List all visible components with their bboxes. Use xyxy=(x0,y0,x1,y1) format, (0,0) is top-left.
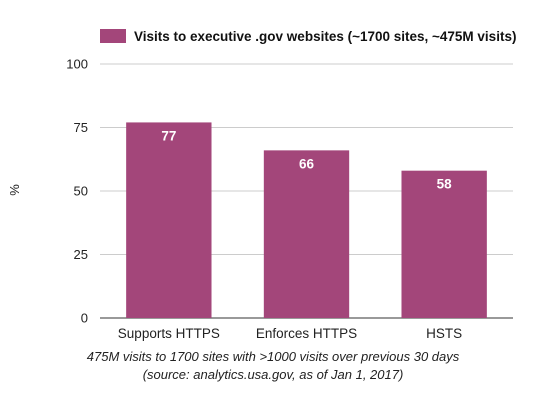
legend-swatch xyxy=(100,29,126,43)
data-label: 58 xyxy=(437,177,453,192)
bar xyxy=(401,170,487,318)
y-tick-label: 100 xyxy=(66,57,88,72)
caption-line-1: 475M visits to 1700 sites with >1000 vis… xyxy=(86,349,460,364)
y-tick-label: 0 xyxy=(81,311,88,326)
x-tick-label: HSTS xyxy=(426,326,462,341)
y-axis-label: % xyxy=(7,184,22,196)
chart-legend: Visits to executive .gov websites (~1700… xyxy=(100,27,516,45)
legend-label: Visits to executive .gov websites (~1700… xyxy=(134,28,517,44)
x-tick-label: Supports HTTPS xyxy=(118,326,220,341)
y-tick-label: 25 xyxy=(74,247,88,262)
x-axis-ticks: Supports HTTPS Enforces HTTPS HSTS xyxy=(118,326,462,341)
caption-line-2: (source: analytics.usa.gov, as of Jan 1,… xyxy=(142,367,404,382)
bar xyxy=(126,122,212,318)
data-label: 77 xyxy=(161,128,176,143)
y-tick-label: 75 xyxy=(74,120,88,135)
data-label: 66 xyxy=(299,156,315,171)
chart-caption: 475M visits to 1700 sites with >1000 vis… xyxy=(0,348,546,384)
x-tick-label: Enforces HTTPS xyxy=(256,326,357,341)
y-axis-ticks: 0 25 50 75 100 xyxy=(66,57,88,326)
bar xyxy=(263,150,350,318)
y-tick-label: 50 xyxy=(74,184,88,199)
bars: 77 66 58 xyxy=(126,122,487,318)
